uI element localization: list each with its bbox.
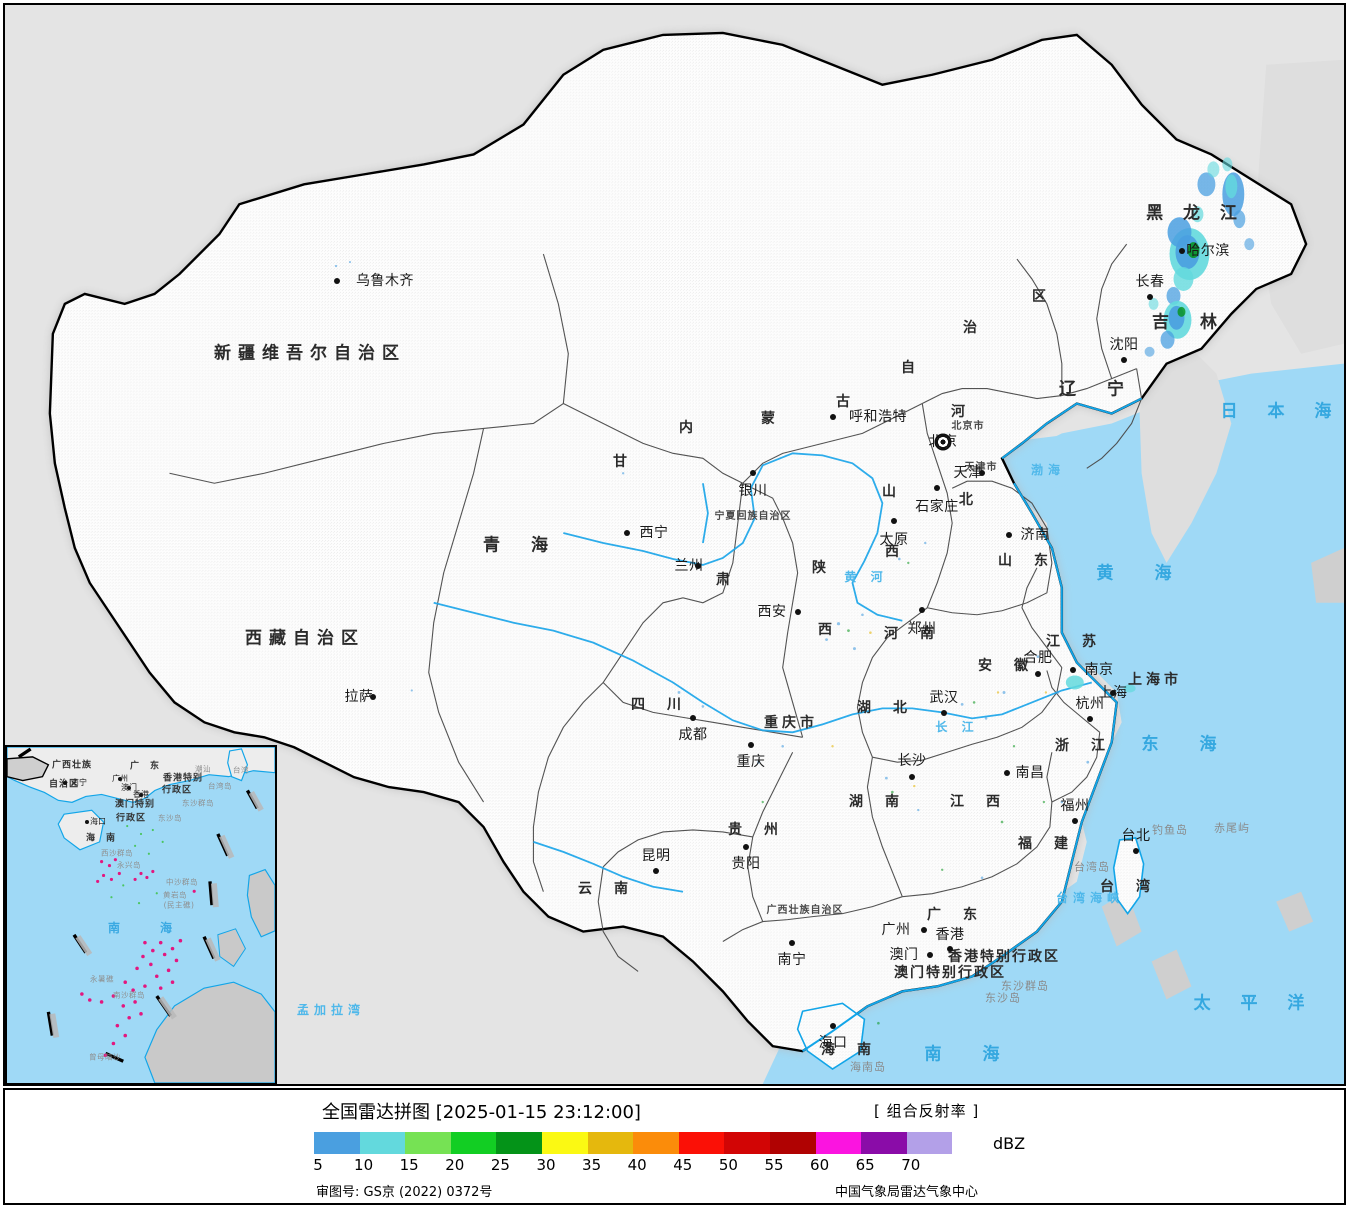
city-dot-26: [743, 844, 749, 850]
city-dot-15: [1179, 248, 1185, 254]
city-dot-11: [919, 607, 925, 613]
tick-25: 25: [490, 1156, 510, 1174]
inset-city-dot-4: [85, 820, 89, 824]
coastline: [802, 397, 1143, 1052]
colorbar-swatch-65: [861, 1132, 907, 1154]
product-type-label: [ 组合反射率 ]: [874, 1102, 980, 1120]
colorbar-swatch-50: [724, 1132, 770, 1154]
colorbar-swatch-60: [815, 1132, 862, 1154]
city-dot-8: [934, 485, 940, 491]
city-dot-19: [1087, 716, 1093, 722]
tick-30: 30: [536, 1156, 556, 1174]
map-approval-number: 审图号: GS京 (2022) 0372号: [316, 1185, 493, 1200]
product-timestamp: [2025-01-15 23:12:00]: [435, 1102, 641, 1123]
dbz-colorbar: [314, 1132, 953, 1154]
inset-city-dot-3: [139, 793, 143, 797]
colorbar-swatch-20: [450, 1132, 497, 1154]
tick-45: 45: [673, 1156, 693, 1174]
tick-70: 70: [901, 1156, 921, 1174]
tick-55: 55: [764, 1156, 784, 1174]
city-dot-9: [891, 518, 897, 524]
tick-15: 15: [399, 1156, 419, 1174]
colorbar-swatch-5: [314, 1132, 360, 1154]
city-dot-14: [1147, 294, 1153, 300]
tick-60: 60: [810, 1156, 830, 1174]
tick-5: 5: [313, 1156, 323, 1174]
city-dot-12: [795, 609, 801, 615]
colorbar-swatch-25: [496, 1132, 542, 1154]
city-dot-4: [750, 470, 756, 476]
city-dot-25: [748, 742, 754, 748]
city-dot-23: [1072, 818, 1078, 824]
colorbar-swatch-70: [906, 1132, 953, 1154]
city-dot-18: [1110, 690, 1116, 696]
colorbar-swatch-15: [405, 1132, 451, 1154]
city-dot-20: [1004, 770, 1010, 776]
city-dot-1: [370, 694, 376, 700]
city-dot-16: [1035, 671, 1041, 677]
city-dot-22: [909, 774, 915, 780]
city-dot-7: [979, 470, 985, 476]
city-dot-29: [921, 927, 927, 933]
tick-65: 65: [855, 1156, 875, 1174]
issuing-agency: 中国气象局雷达气象中心: [835, 1185, 979, 1200]
city-dot-30: [947, 946, 953, 952]
province-boundaries: [169, 243, 1143, 972]
tick-40: 40: [627, 1156, 647, 1174]
inset-city-dot-2: [127, 786, 131, 790]
colorbar-swatch-30: [541, 1132, 588, 1154]
colorbar-swatch-55: [769, 1132, 816, 1154]
colorbar-swatch-35: [587, 1132, 634, 1154]
city-dot-17: [1070, 667, 1076, 673]
colorbar-swatch-45: [678, 1132, 725, 1154]
tick-10: 10: [354, 1156, 374, 1174]
legend-title: 全国雷达拼图 [2025-01-15 23:12:00]: [322, 1098, 641, 1124]
korea-landmass: [1139, 348, 1232, 563]
city-dot-32: [1133, 848, 1139, 854]
inset-city-dot-0: [63, 781, 67, 785]
city-dot-28: [789, 940, 795, 946]
city-dot-33: [830, 1023, 836, 1029]
city-dot-3: [695, 563, 701, 569]
city-dot-31: [927, 952, 933, 958]
legend-title-row: 全国雷达拼图 [2025-01-15 23:12:00] [ 组合反射率 ]: [5, 1098, 1344, 1124]
city-dot-24: [690, 715, 696, 721]
colorbar-swatch-10: [359, 1132, 406, 1154]
city-dot-13: [1121, 357, 1127, 363]
tick-50: 50: [718, 1156, 738, 1174]
ocean-area: [762, 363, 1344, 1084]
city-dot-0: [334, 278, 340, 284]
capital-marker-beijing: [934, 433, 952, 451]
product-title: 全国雷达拼图: [322, 1102, 430, 1123]
tick-20: 20: [445, 1156, 465, 1174]
colorbar-swatch-40: [633, 1132, 679, 1154]
inset-city-dot-1: [118, 777, 122, 781]
city-dot-21: [941, 710, 947, 716]
inset-graphic: [7, 747, 275, 1083]
map-panel[interactable]: 新疆维吾尔自治区 西藏自治区青 海甘肃内蒙古自治区黑 龙 江吉 林辽 宁河北山西陕…: [3, 3, 1346, 1086]
city-dot-27: [653, 868, 659, 874]
city-dot-2: [624, 530, 630, 536]
city-dot-10: [1006, 532, 1012, 538]
city-dot-5: [830, 414, 836, 420]
dbz-unit-label: dBZ: [993, 1134, 1026, 1153]
river-network: [433, 452, 1092, 893]
tick-35: 35: [582, 1156, 602, 1174]
taiwan-island: [1112, 837, 1145, 916]
